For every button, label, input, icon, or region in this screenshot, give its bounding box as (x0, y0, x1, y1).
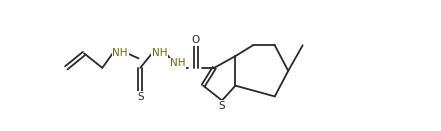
Text: NH: NH (169, 58, 185, 69)
Text: O: O (192, 35, 200, 45)
Text: S: S (218, 101, 224, 111)
Text: NH: NH (152, 48, 167, 58)
Text: S: S (137, 92, 144, 102)
Text: NH: NH (112, 48, 128, 58)
